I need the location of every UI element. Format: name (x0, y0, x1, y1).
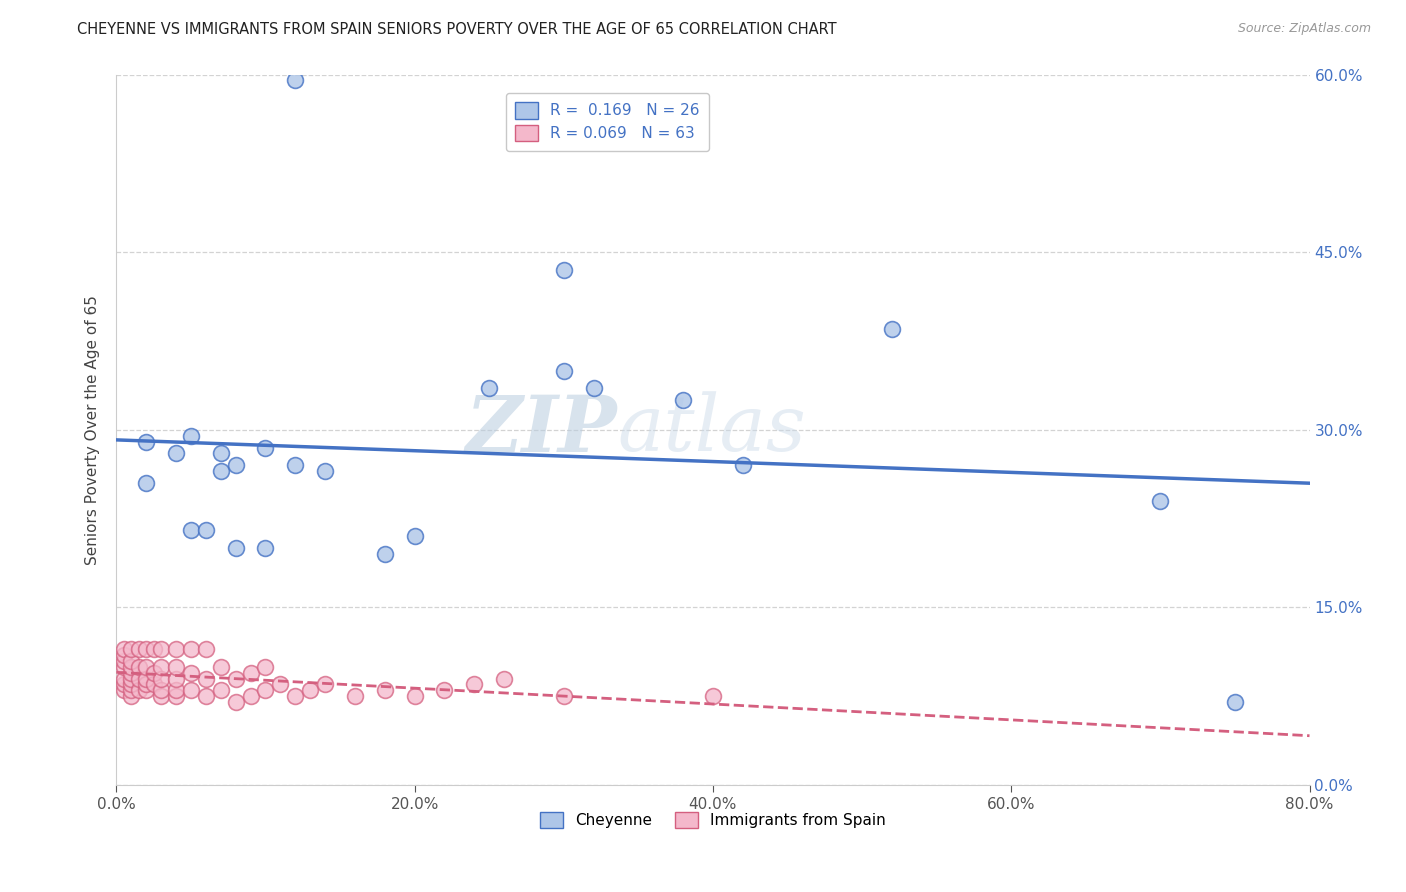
Point (135, 659, 157, 673)
Point (112, 677, 135, 691)
Point (194, 524, 217, 538)
Point (120, 659, 142, 673)
Point (165, 683, 187, 698)
Point (254, 659, 277, 673)
Point (254, 541, 277, 556)
Point (165, 690, 187, 704)
Text: CHEYENNE VS IMMIGRANTS FROM SPAIN SENIORS POVERTY OVER THE AGE OF 65 CORRELATION: CHEYENNE VS IMMIGRANTS FROM SPAIN SENIOR… (77, 22, 837, 37)
Point (194, 672, 217, 686)
Point (209, 659, 232, 673)
Point (225, 672, 247, 686)
Point (120, 677, 142, 691)
Point (180, 641, 202, 656)
Point (225, 695, 247, 709)
Point (112, 654, 135, 668)
Point (433, 683, 456, 698)
Point (254, 441, 277, 455)
Point (180, 683, 202, 698)
Point (494, 672, 516, 686)
Point (553, 263, 575, 277)
Point (120, 683, 142, 698)
Point (150, 690, 173, 704)
Point (112, 683, 135, 698)
Point (209, 446, 232, 460)
Point (135, 476, 157, 491)
Point (343, 690, 366, 704)
Y-axis label: Seniors Poverty Over the Age of 65: Seniors Poverty Over the Age of 65 (86, 295, 100, 565)
Point (135, 683, 157, 698)
Point (135, 672, 157, 686)
Point (142, 677, 165, 691)
Point (150, 659, 173, 673)
Point (120, 672, 142, 686)
Point (150, 672, 173, 686)
Point (128, 659, 150, 673)
Point (702, 690, 724, 704)
Point (150, 683, 173, 698)
Point (239, 690, 262, 704)
Point (284, 73, 307, 87)
Point (284, 690, 307, 704)
Point (299, 683, 322, 698)
Point (112, 672, 135, 686)
Point (1223, 695, 1246, 709)
Point (180, 665, 202, 680)
Point (135, 677, 157, 691)
Point (194, 641, 217, 656)
Point (463, 677, 485, 691)
Point (1149, 494, 1171, 508)
Point (225, 541, 247, 556)
Point (314, 464, 336, 478)
Point (135, 434, 157, 449)
Point (880, 322, 903, 336)
Point (165, 641, 187, 656)
Point (112, 641, 135, 656)
Point (239, 665, 262, 680)
Point (180, 428, 202, 442)
Point (731, 458, 754, 473)
Point (374, 683, 396, 698)
Point (112, 648, 135, 662)
Point (128, 641, 150, 656)
Point (284, 458, 307, 473)
Point (112, 659, 135, 673)
Point (404, 690, 426, 704)
Point (225, 458, 247, 473)
Point (553, 363, 575, 377)
Text: atlas: atlas (617, 392, 806, 468)
Point (209, 683, 232, 698)
Point (478, 381, 501, 395)
Point (142, 641, 165, 656)
Point (180, 524, 202, 538)
Point (135, 641, 157, 656)
Point (672, 393, 695, 408)
Point (120, 654, 142, 668)
Legend: Cheyenne, Immigrants from Spain: Cheyenne, Immigrants from Spain (534, 805, 891, 834)
Point (165, 446, 187, 460)
Point (194, 690, 217, 704)
Point (314, 677, 336, 691)
Point (120, 641, 142, 656)
Point (120, 665, 142, 680)
Point (374, 547, 396, 561)
Text: Source: ZipAtlas.com: Source: ZipAtlas.com (1237, 22, 1371, 36)
Point (128, 672, 150, 686)
Point (142, 665, 165, 680)
Point (582, 381, 605, 395)
Point (553, 690, 575, 704)
Point (209, 464, 232, 478)
Point (269, 677, 291, 691)
Point (165, 672, 187, 686)
Point (128, 683, 150, 698)
Point (404, 529, 426, 543)
Point (254, 683, 277, 698)
Point (150, 641, 173, 656)
Text: ZIP: ZIP (465, 392, 617, 468)
Point (165, 659, 187, 673)
Point (120, 690, 142, 704)
